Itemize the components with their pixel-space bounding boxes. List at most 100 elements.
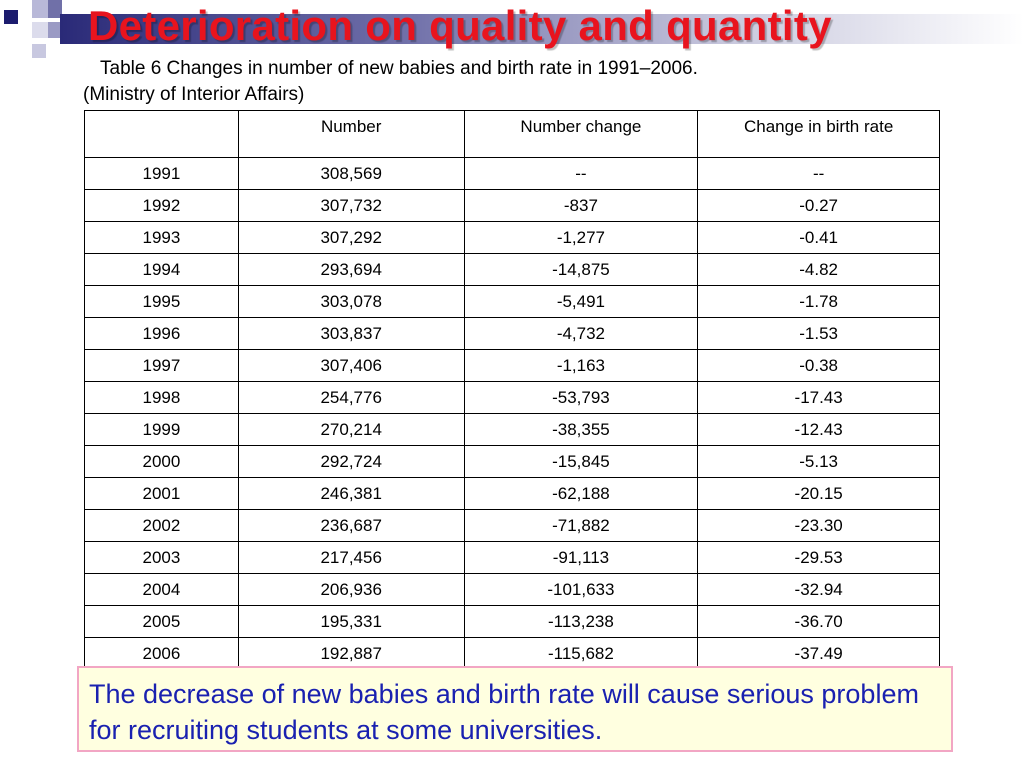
table-body: 1991 308,569 -- -- 1992 307,732 -837 -0.27 1993 3… bbox=[84, 157, 940, 670]
birth-rate-change-cell: -37.49 bbox=[697, 637, 940, 670]
birth-rate-change-cell: -5.13 bbox=[697, 445, 940, 478]
birth-data-table: Number Number change Change in birth rat… bbox=[84, 110, 940, 670]
number-cell: 270,214 bbox=[237, 413, 465, 446]
table-row: 2003 217,456 -91,113 -29.53 bbox=[84, 541, 940, 574]
slide-title: Deterioration on quality and quantity bbox=[88, 2, 832, 49]
number-cell: 307,292 bbox=[237, 221, 465, 254]
header-cell-number-change: Number change bbox=[463, 110, 699, 158]
birth-rate-change-cell: -36.70 bbox=[697, 605, 940, 638]
birth-rate-change-cell: -0.27 bbox=[697, 189, 940, 222]
birth-rate-change-cell: -32.94 bbox=[697, 573, 940, 606]
number-change-cell: -14,875 bbox=[463, 253, 699, 286]
birth-rate-change-cell: -0.41 bbox=[697, 221, 940, 254]
number-cell: 217,456 bbox=[237, 541, 465, 574]
number-change-cell: -837 bbox=[463, 189, 699, 222]
number-change-cell: -1,277 bbox=[463, 221, 699, 254]
note-box: The decrease of new babies and birth rat… bbox=[77, 666, 953, 752]
deco-square bbox=[48, 0, 62, 18]
deco-square bbox=[4, 10, 18, 24]
year-cell: 1993 bbox=[84, 221, 239, 254]
table-row: 2001 246,381 -62,188 -20.15 bbox=[84, 477, 940, 510]
table-row: 1993 307,292 -1,277 -0.41 bbox=[84, 221, 940, 254]
table-row: 1994 293,694 -14,875 -4.82 bbox=[84, 253, 940, 286]
table-row: 1997 307,406 -1,163 -0.38 bbox=[84, 349, 940, 382]
note-text: The decrease of new babies and birth rat… bbox=[89, 679, 919, 745]
birth-rate-change-cell: -- bbox=[697, 157, 940, 190]
birth-rate-change-cell: -12.43 bbox=[697, 413, 940, 446]
year-cell: 1992 bbox=[84, 189, 239, 222]
table-row: 1996 303,837 -4,732 -1.53 bbox=[84, 317, 940, 350]
number-change-cell: -4,732 bbox=[463, 317, 699, 350]
number-cell: 308,569 bbox=[237, 157, 465, 190]
table-row: 1999 270,214 -38,355 -12.43 bbox=[84, 413, 940, 446]
birth-rate-change-cell: -0.38 bbox=[697, 349, 940, 382]
number-cell: 307,406 bbox=[237, 349, 465, 382]
number-change-cell: -53,793 bbox=[463, 381, 699, 414]
deco-square bbox=[32, 0, 48, 18]
decorative-squares bbox=[0, 0, 80, 70]
number-change-cell: -71,882 bbox=[463, 509, 699, 542]
year-cell: 2006 bbox=[84, 637, 239, 670]
year-cell: 1997 bbox=[84, 349, 239, 382]
header-cell-number: Number bbox=[237, 110, 465, 158]
year-cell: 1999 bbox=[84, 413, 239, 446]
year-cell: 2002 bbox=[84, 509, 239, 542]
table-row: 1991 308,569 -- -- bbox=[84, 157, 940, 190]
year-cell: 1998 bbox=[84, 381, 239, 414]
year-cell: 2005 bbox=[84, 605, 239, 638]
table-row: 1992 307,732 -837 -0.27 bbox=[84, 189, 940, 222]
number-cell: 292,724 bbox=[237, 445, 465, 478]
caption-line-2: (Ministry of Interior Affairs) bbox=[83, 84, 305, 105]
table-row: 2006 192,887 -115,682 -37.49 bbox=[84, 637, 940, 670]
number-cell: 206,936 bbox=[237, 573, 465, 606]
number-cell: 195,331 bbox=[237, 605, 465, 638]
birth-rate-change-cell: -23.30 bbox=[697, 509, 940, 542]
number-change-cell: -15,845 bbox=[463, 445, 699, 478]
number-cell: 307,732 bbox=[237, 189, 465, 222]
number-cell: 254,776 bbox=[237, 381, 465, 414]
year-cell: 2003 bbox=[84, 541, 239, 574]
number-change-cell: -101,633 bbox=[463, 573, 699, 606]
number-cell: 192,887 bbox=[237, 637, 465, 670]
header-cell-birth-rate-change: Change in birth rate bbox=[697, 110, 940, 158]
table-row: 2002 236,687 -71,882 -23.30 bbox=[84, 509, 940, 542]
caption-line-1: Table 6 Changes in number of new babies … bbox=[100, 58, 698, 79]
table-row: 2004 206,936 -101,633 -32.94 bbox=[84, 573, 940, 606]
birth-rate-change-cell: -1.78 bbox=[697, 285, 940, 318]
deco-square bbox=[32, 44, 46, 58]
year-cell: 1996 bbox=[84, 317, 239, 350]
number-change-cell: -1,163 bbox=[463, 349, 699, 382]
year-cell: 2004 bbox=[84, 573, 239, 606]
table-row: 1995 303,078 -5,491 -1.78 bbox=[84, 285, 940, 318]
year-cell: 1995 bbox=[84, 285, 239, 318]
birth-rate-change-cell: -20.15 bbox=[697, 477, 940, 510]
deco-square bbox=[48, 22, 62, 38]
number-change-cell: -38,355 bbox=[463, 413, 699, 446]
year-cell: 1994 bbox=[84, 253, 239, 286]
number-cell: 236,687 bbox=[237, 509, 465, 542]
table-row: 2000 292,724 -15,845 -5.13 bbox=[84, 445, 940, 478]
birth-rate-change-cell: -29.53 bbox=[697, 541, 940, 574]
number-change-cell: -113,238 bbox=[463, 605, 699, 638]
table-row: 1998 254,776 -53,793 -17.43 bbox=[84, 381, 940, 414]
number-cell: 293,694 bbox=[237, 253, 465, 286]
number-change-cell: -91,113 bbox=[463, 541, 699, 574]
year-cell: 2000 bbox=[84, 445, 239, 478]
number-change-cell: -5,491 bbox=[463, 285, 699, 318]
number-cell: 246,381 bbox=[237, 477, 465, 510]
birth-rate-change-cell: -1.53 bbox=[697, 317, 940, 350]
birth-rate-change-cell: -4.82 bbox=[697, 253, 940, 286]
year-cell: 2001 bbox=[84, 477, 239, 510]
title-band bbox=[60, 14, 1024, 44]
header-cell-year bbox=[84, 110, 239, 158]
number-change-cell: -62,188 bbox=[463, 477, 699, 510]
number-cell: 303,078 bbox=[237, 285, 465, 318]
table-header-row: Number Number change Change in birth rat… bbox=[84, 110, 940, 158]
year-cell: 1991 bbox=[84, 157, 239, 190]
deco-square bbox=[32, 22, 48, 38]
birth-rate-change-cell: -17.43 bbox=[697, 381, 940, 414]
table-row: 2005 195,331 -113,238 -36.70 bbox=[84, 605, 940, 638]
number-change-cell: -115,682 bbox=[463, 637, 699, 670]
number-change-cell: -- bbox=[463, 157, 699, 190]
table-caption: Table 6 Changes in number of new babies … bbox=[83, 56, 943, 108]
